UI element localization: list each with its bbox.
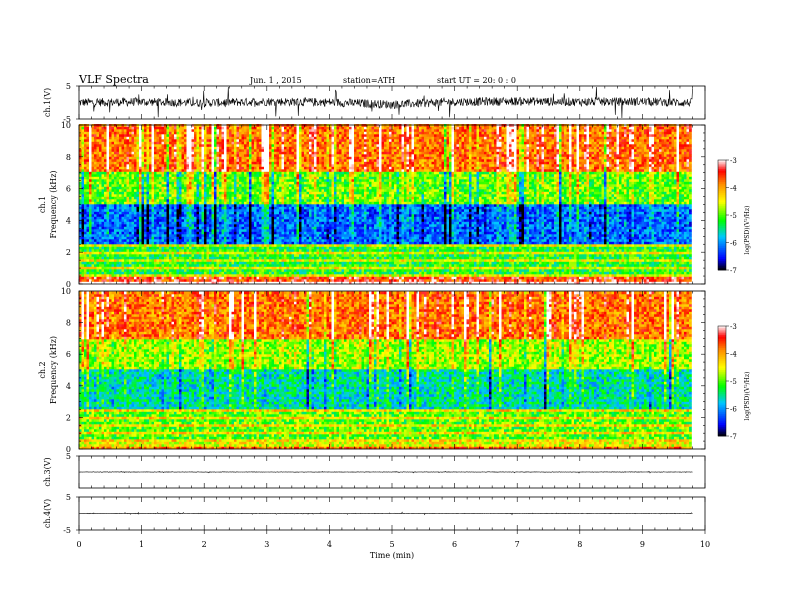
ch1-spectrogram-heatmap — [79, 124, 692, 285]
ch3-waveform-ytick-label: 5 — [66, 452, 71, 461]
ch1-spectrogram-colorbar-tick-label: -6 — [730, 240, 737, 248]
x-axis-tick-label: 4 — [327, 540, 332, 549]
figure-title: VLF Spectra — [79, 73, 149, 86]
ch4-waveform-trace — [78, 511, 693, 516]
ch2-spectrogram-colorbar-tick-label: -6 — [730, 406, 737, 414]
ch2-spectrogram-ytick-label: 2 — [66, 413, 71, 422]
x-axis-label: Time (min) — [370, 551, 414, 560]
ch3-waveform-ylabel: ch.3(V) — [43, 457, 52, 486]
ch1-spectrogram-channel-label: ch.1 — [38, 196, 47, 213]
ch4-waveform-ytick-label: -5 — [63, 526, 71, 535]
ch1-spectrogram-colorbar-tick-label: -4 — [730, 185, 737, 193]
ch1-spectrogram-ytick-label: 8 — [66, 153, 71, 162]
x-axis-tick-label: 6 — [452, 540, 457, 549]
ch2-spectrogram-heatmap — [79, 291, 692, 450]
ch1-spectrogram-ytick-label: 6 — [66, 185, 71, 194]
ch2-spectrogram-ytick-label: 10 — [61, 287, 71, 296]
x-axis-tick-label: 7 — [515, 540, 520, 549]
ch2-spectrogram-colorbar-tick-label: -5 — [730, 378, 737, 386]
x-axis-tick-label: 2 — [202, 540, 207, 549]
ch2-spectrogram-ytick-label: 6 — [66, 350, 71, 359]
ch2-spectrogram-ytick-label: 4 — [66, 382, 71, 391]
ch2-spectrogram-colorbar-tick-label: -7 — [730, 433, 737, 441]
date-label: Jun. 1 , 2015 — [250, 76, 302, 85]
ch4-waveform-ytick-label: 5 — [66, 493, 71, 502]
ch1-spectrogram-colorbar-tick-label: -3 — [730, 157, 737, 165]
ch1-spectrogram-ytick-label: 10 — [61, 121, 71, 130]
ch2-spectrogram-colorbar-tick-label: -3 — [730, 323, 737, 331]
ch2-spectrogram-ytick-label: 0 — [66, 445, 71, 454]
x-axis-tick-label: 0 — [76, 540, 81, 549]
ch1-waveform-trace — [78, 86, 693, 119]
ch2-spectrogram-colorbar-label: log(PSD)(V²/Hz) — [744, 372, 751, 421]
ch1-waveform-ytick-label: 5 — [66, 82, 71, 91]
x-axis-tick-label: 1 — [139, 540, 144, 549]
x-axis-tick-label: 3 — [264, 540, 269, 549]
station-label: station=ATH — [343, 76, 395, 85]
ch1-spectrogram-ytick-label: 0 — [66, 280, 71, 289]
ch2-spectrogram-channel-label: ch.2 — [38, 361, 47, 378]
ch1-spectrogram-colorbar-tick-label: -7 — [730, 267, 737, 275]
ch1-waveform-ytick-label: -5 — [63, 115, 71, 124]
ch1-spectrogram-colorbar — [718, 160, 726, 271]
x-axis-tick-label: 10 — [700, 540, 710, 549]
ch2-spectrogram-colorbar-tick-label: -4 — [730, 351, 737, 359]
ch1-spectrogram-ytick-label: 4 — [66, 216, 71, 225]
ch1-spectrogram-colorbar-label: log(PSD)(V²/Hz) — [744, 206, 751, 255]
ch1-waveform-ylabel: ch.1(V) — [43, 88, 52, 117]
x-axis-tick-label: 8 — [577, 540, 582, 549]
ch4-waveform-ylabel: ch.4(V) — [43, 499, 52, 528]
ch2-spectrogram-ylabel: Frequency (kHz) — [49, 336, 58, 404]
ch1-spectrogram-ytick-label: 2 — [66, 248, 71, 257]
x-axis-tick-label: 9 — [640, 540, 645, 549]
ch1-spectrogram-colorbar-tick-label: -5 — [730, 212, 737, 220]
ch1-spectrogram-ylabel: Frequency (kHz) — [49, 170, 58, 238]
ch3-waveform-trace — [79, 470, 693, 474]
x-axis-tick-label: 5 — [389, 540, 394, 549]
start-ut-label: start UT = 20: 0 : 0 — [437, 76, 516, 85]
ch2-spectrogram-ytick-label: 8 — [66, 319, 71, 328]
ch2-spectrogram-colorbar — [718, 326, 726, 437]
